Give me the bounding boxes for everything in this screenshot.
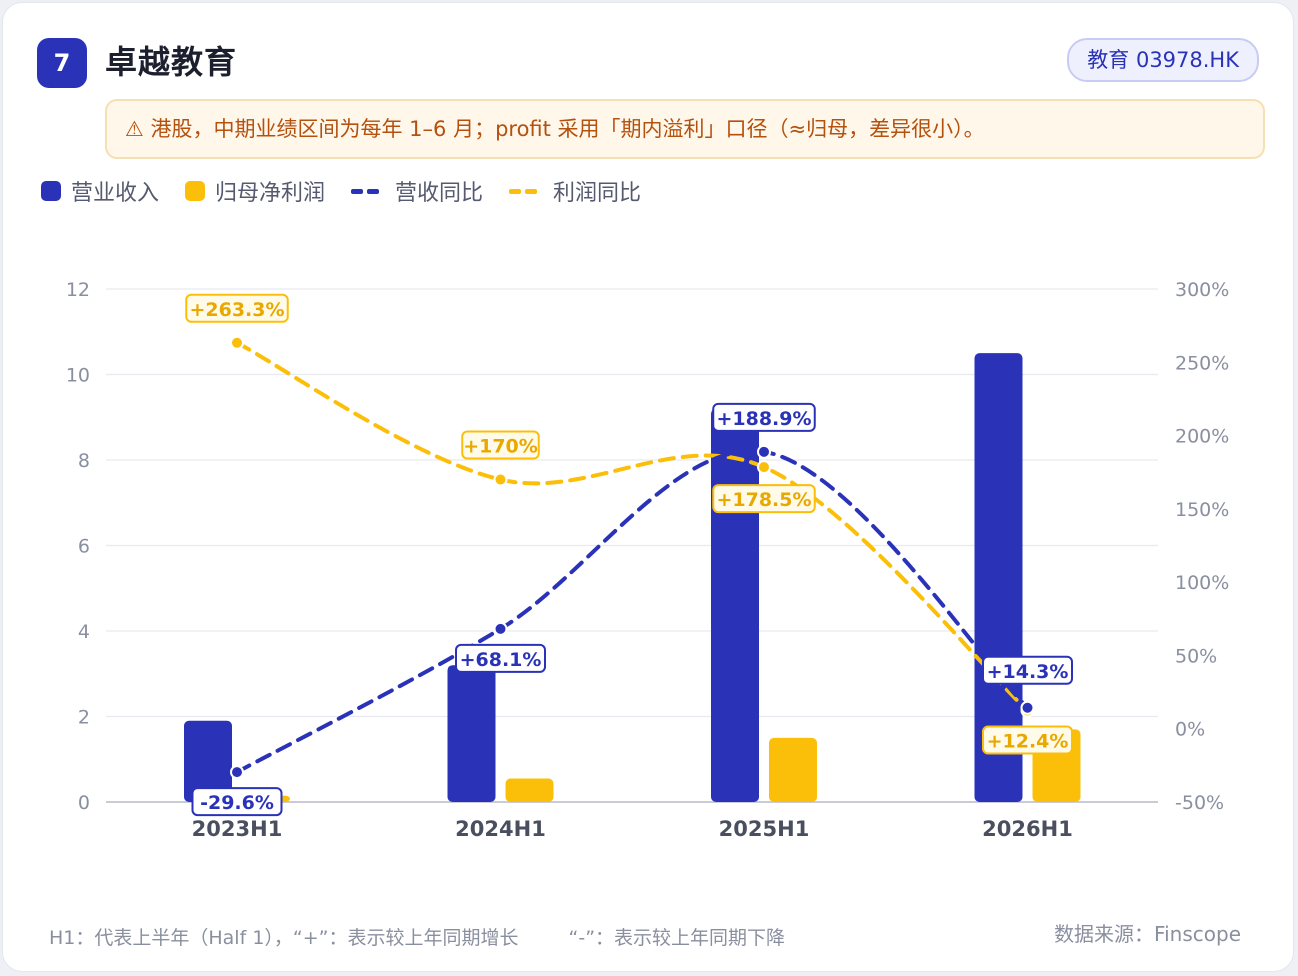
data-label-box-revenue-yoy bbox=[712, 402, 816, 432]
legend-dash-profit-yoy bbox=[509, 188, 541, 194]
y-right-tick-label: 300% bbox=[1175, 279, 1229, 301]
y-right-tick-label: 100% bbox=[1175, 572, 1229, 594]
legend-label-profit: 归母净利润 bbox=[215, 181, 326, 206]
data-label-box-profit-yoy bbox=[185, 293, 289, 323]
point-revenue-yoy bbox=[230, 765, 244, 780]
y-left-tick-label: 12 bbox=[66, 279, 90, 301]
y-left-tick-label: 8 bbox=[78, 450, 90, 472]
data-label-revenue-yoy: +188.9% bbox=[716, 408, 811, 430]
company-title: 卓越教育 bbox=[105, 43, 238, 81]
industry-ticker-tag: 教育 03978.HK bbox=[1067, 38, 1259, 82]
footer-h1-definition: H1：代表上半年（Half 1），“+”：表示较上年同期增长 bbox=[49, 927, 519, 949]
y-left-tick-label: 6 bbox=[78, 536, 90, 558]
legend-item-revenue[interactable]: 营业收入 bbox=[41, 175, 159, 207]
bar-revenue bbox=[711, 408, 759, 802]
x-tick-label: 2023H1 bbox=[192, 817, 283, 841]
point-revenue-yoy bbox=[1020, 700, 1035, 715]
data-label-profit-yoy: +263.3% bbox=[189, 299, 284, 321]
bar-revenue bbox=[184, 720, 232, 802]
y-right-tick-label: 200% bbox=[1175, 426, 1229, 448]
point-revenue-yoy bbox=[757, 444, 771, 459]
line-revenue-yoy bbox=[235, 448, 1030, 775]
y-left-tick-label: 0 bbox=[78, 792, 90, 814]
y-right-tick-label: 250% bbox=[1175, 352, 1229, 374]
legend-item-profit[interactable]: 归母净利润 bbox=[185, 175, 325, 207]
x-tick-label: 2026H1 bbox=[982, 817, 1073, 841]
bar-profit bbox=[505, 778, 554, 802]
point-revenue-yoy bbox=[493, 621, 508, 636]
footer-minus-definition: “-”：表示较上年同期下降 bbox=[568, 927, 786, 949]
legend-label-revenue: 营业收入 bbox=[71, 181, 160, 206]
point-profit-yoy bbox=[493, 472, 508, 487]
data-label-box-profit-yoy bbox=[461, 430, 540, 460]
legend-item-revenue-yoy[interactable]: 营收同比 bbox=[351, 175, 483, 207]
data-label-box-profit-yoy bbox=[982, 725, 1073, 755]
x-tick-label: 2025H1 bbox=[719, 817, 810, 841]
data-source: 数据来源：Finscope bbox=[1054, 922, 1241, 946]
legend-swatch-revenue bbox=[41, 181, 61, 201]
footer-definition: H1：代表上半年（Half 1），“+”：表示较上年同期增长 “-”：表示较上年同… bbox=[49, 923, 785, 950]
data-label-profit-yoy: +170% bbox=[463, 436, 538, 458]
data-label-box-revenue-yoy bbox=[982, 655, 1073, 685]
y-left-tick-label: 10 bbox=[66, 365, 90, 387]
rank-badge: 7 bbox=[37, 38, 87, 88]
data-label-profit-yoy: +12.4% bbox=[987, 731, 1069, 753]
point-profit-yoy bbox=[230, 335, 244, 350]
chart-legend: 营业收入 归母净利润 营收同比 利润同比 bbox=[41, 174, 667, 208]
y-right-tick-label: -50% bbox=[1175, 792, 1224, 814]
legend-item-profit-yoy[interactable]: 利润同比 bbox=[509, 175, 641, 207]
data-label-profit-yoy: +178.5% bbox=[716, 489, 811, 511]
legend-label-profit-yoy: 利润同比 bbox=[553, 181, 642, 206]
bar-profit bbox=[769, 737, 817, 802]
y-right-tick-label: 50% bbox=[1175, 645, 1217, 667]
y-left-tick-label: 2 bbox=[78, 707, 90, 729]
legend-label-revenue-yoy: 营收同比 bbox=[395, 181, 484, 206]
data-label-box-profit-yoy bbox=[712, 484, 816, 514]
data-label-revenue-yoy: +68.1% bbox=[460, 649, 542, 671]
data-label-box-revenue-yoy bbox=[191, 787, 283, 817]
y-right-tick-label: 150% bbox=[1175, 499, 1229, 521]
bar-revenue bbox=[447, 665, 496, 802]
y-left-tick-label: 4 bbox=[78, 621, 90, 643]
legend-dash-revenue-yoy bbox=[351, 188, 383, 194]
warning-note: ⚠ 港股，中期业绩区间为每年 1–6 月；profit 采用「期内溢利」口径（≈… bbox=[105, 99, 1265, 159]
data-label-revenue-yoy: -29.6% bbox=[200, 792, 274, 814]
data-label-revenue-yoy: +14.3% bbox=[987, 661, 1069, 683]
x-tick-label: 2024H1 bbox=[455, 817, 546, 841]
legend-swatch-profit bbox=[185, 181, 206, 201]
line-profit-yoy bbox=[235, 340, 1030, 713]
point-profit-yoy bbox=[757, 460, 771, 475]
data-label-box-revenue-yoy bbox=[455, 643, 546, 673]
y-right-tick-label: 0% bbox=[1175, 719, 1205, 741]
